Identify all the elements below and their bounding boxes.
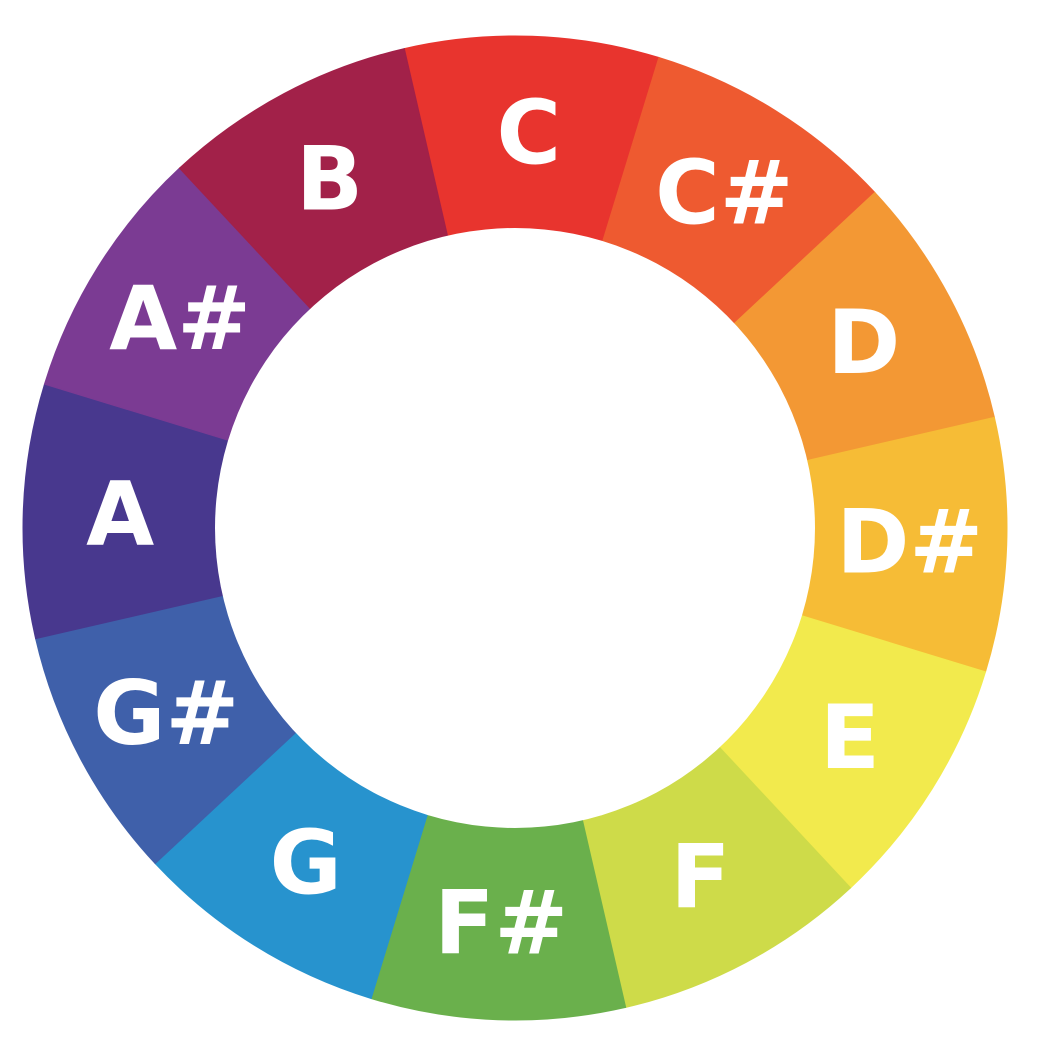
note-label-g-sharp: G#: [93, 662, 239, 765]
wheel-labels: C C# D D# E F F# G G# A A# B: [86, 82, 983, 975]
note-label-c-sharp: C#: [655, 142, 793, 245]
wheel-segments: [22, 35, 1008, 1021]
note-label-f-sharp: F#: [434, 871, 568, 974]
wheel-center: [215, 228, 815, 828]
note-label-d: D: [827, 291, 900, 394]
note-label-a-sharp: A#: [109, 267, 251, 370]
note-label-f: F: [670, 825, 730, 928]
note-label-b: B: [296, 128, 363, 231]
note-label-a: A: [86, 463, 154, 566]
note-label-g: G: [270, 811, 342, 914]
note-label-d-sharp: D#: [836, 490, 983, 593]
note-label-c: C: [496, 82, 561, 185]
note-label-e: E: [820, 686, 880, 789]
